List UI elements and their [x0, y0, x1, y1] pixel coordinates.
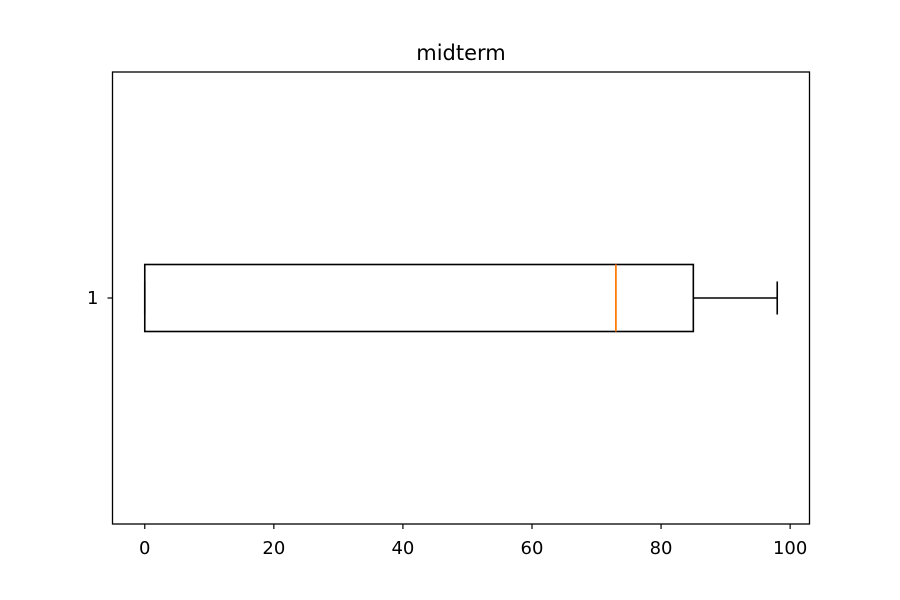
- y-axis-ticks: 1: [87, 288, 113, 309]
- x-tick-label: 60: [521, 538, 544, 559]
- x-tick-label: 100: [773, 538, 807, 559]
- x-tick-label: 20: [262, 538, 285, 559]
- x-tick-label: 40: [391, 538, 414, 559]
- x-axis-ticks: 0 20 40 60 80 100: [139, 524, 807, 559]
- chart-title: midterm: [416, 41, 506, 65]
- iqr-box: [143, 263, 695, 333]
- x-tick-label: 80: [650, 538, 673, 559]
- y-tick-label: 1: [87, 288, 98, 309]
- box-group: [143, 263, 779, 333]
- x-tick-label: 0: [139, 538, 150, 559]
